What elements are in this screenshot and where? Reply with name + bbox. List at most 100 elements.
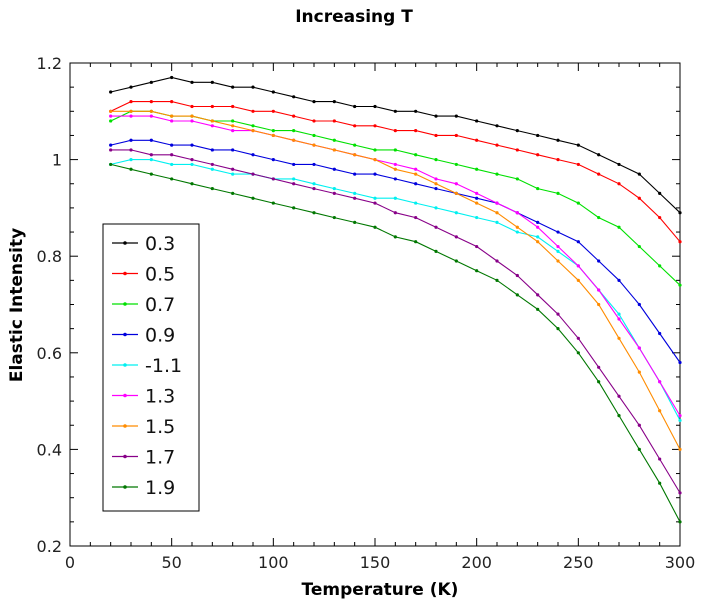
data-point [129, 138, 133, 142]
data-point [292, 177, 296, 181]
data-point [515, 273, 519, 278]
data-point [170, 143, 174, 147]
data-point [495, 201, 499, 205]
legend-entry: -1.1 [112, 355, 182, 377]
data-point [617, 278, 621, 282]
data-point [170, 153, 174, 157]
x-tick-label: 100 [258, 553, 289, 572]
legend-entry: 1.7 [112, 447, 175, 469]
data-point [515, 225, 519, 229]
series-line [110, 101, 681, 243]
data-point [231, 148, 235, 152]
data-point [393, 177, 397, 181]
legend-marker [123, 363, 127, 367]
data-point [271, 129, 275, 133]
data-point [556, 327, 560, 331]
data-point [678, 283, 682, 287]
data-point [271, 158, 275, 162]
data-point [495, 124, 499, 128]
data-point [332, 119, 336, 123]
data-point [373, 172, 377, 176]
data-point [414, 172, 418, 176]
data-point [454, 191, 458, 196]
series-1 [109, 100, 682, 244]
data-point [373, 104, 377, 109]
legend-label: 1.9 [145, 477, 175, 499]
data-point [556, 191, 560, 196]
data-point [271, 133, 275, 138]
data-point [332, 100, 336, 104]
data-point [149, 158, 153, 162]
data-point [271, 109, 275, 113]
data-point [637, 302, 641, 307]
data-point [170, 100, 174, 104]
data-point [271, 177, 275, 181]
data-point [576, 201, 580, 205]
data-point [332, 138, 336, 142]
data-point [353, 220, 357, 224]
data-point [475, 201, 479, 205]
data-point [576, 240, 580, 244]
data-point [617, 317, 621, 321]
data-point [597, 259, 601, 263]
data-point [617, 225, 621, 229]
data-point [251, 129, 255, 133]
data-point [271, 201, 275, 205]
data-point [617, 413, 621, 418]
data-point [678, 447, 682, 451]
data-point [129, 100, 133, 104]
legend-marker [123, 302, 127, 306]
data-point [373, 148, 377, 152]
data-point [678, 418, 682, 423]
data-point [414, 129, 418, 133]
data-point [190, 114, 194, 118]
series-8 [109, 162, 682, 524]
data-point [251, 153, 255, 157]
data-point [556, 230, 560, 234]
data-point [210, 104, 214, 109]
legend-entry: 1.5 [112, 416, 175, 438]
data-point [353, 196, 357, 200]
data-point [495, 259, 499, 263]
data-point [373, 196, 377, 200]
data-point [312, 211, 316, 215]
legend-marker [123, 424, 127, 428]
data-point [454, 162, 458, 167]
data-point [373, 124, 377, 128]
data-point [576, 162, 580, 167]
data-point [373, 225, 377, 229]
data-point [414, 240, 418, 244]
data-point [556, 158, 560, 162]
data-point [393, 167, 397, 171]
data-point [393, 109, 397, 113]
data-point [576, 264, 580, 268]
data-point [210, 148, 214, 152]
data-point [271, 90, 275, 94]
data-point [414, 167, 418, 171]
data-point [617, 394, 621, 398]
data-point [658, 215, 662, 220]
data-point [617, 162, 621, 167]
data-point [597, 365, 601, 369]
legend-marker [123, 241, 127, 245]
data-point [129, 158, 133, 162]
data-point [515, 129, 519, 133]
data-point [414, 182, 418, 186]
data-point [454, 259, 458, 263]
data-point [475, 196, 479, 200]
data-point [231, 119, 235, 123]
y-tick-label: 0.4 [37, 440, 62, 459]
data-point [373, 158, 377, 162]
data-point [393, 148, 397, 152]
data-point [149, 172, 153, 176]
series-line [110, 76, 681, 214]
data-point [251, 196, 255, 200]
data-point [515, 177, 519, 181]
chart-title: Increasing T [295, 7, 413, 27]
series-6 [109, 109, 682, 451]
data-point [353, 124, 357, 128]
legend-label: 1.3 [145, 386, 175, 408]
data-point [210, 186, 214, 191]
data-point [210, 162, 214, 167]
data-point [637, 196, 641, 200]
